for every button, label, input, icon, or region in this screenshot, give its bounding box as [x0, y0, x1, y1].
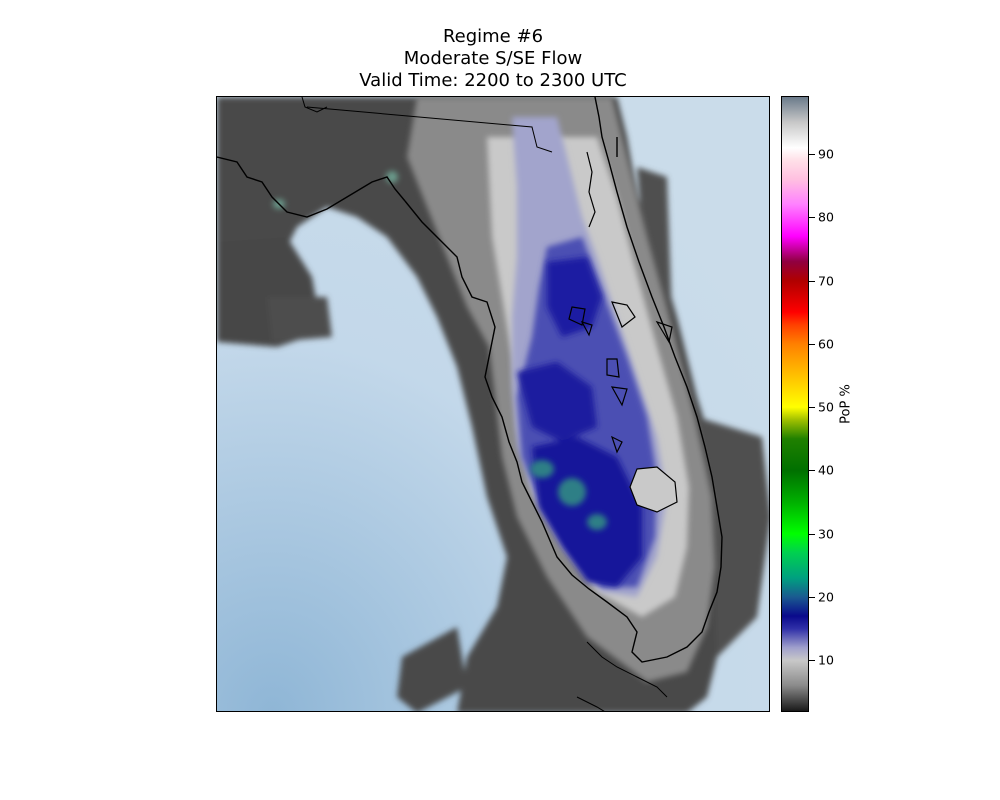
dark-blue-core-central	[517, 362, 597, 442]
title-line-2: Moderate S/SE Flow	[403, 48, 583, 69]
teal-peak-1	[530, 460, 554, 478]
colorbar-tick-label: 50	[818, 399, 834, 415]
map-panel	[216, 96, 770, 712]
colorbar-tick-label: 20	[818, 589, 834, 605]
gulf-cell-cluster-2	[267, 297, 332, 342]
colorbar-tick-label: 60	[818, 336, 834, 352]
chart-title: Regime #6 Moderate S/SE Flow Valid Time:…	[216, 26, 770, 92]
title-line-1: Regime #6	[442, 26, 544, 47]
inland-lakes	[568, 301, 673, 454]
colorbar-tick-label: 90	[818, 146, 834, 162]
colorbar-tick-mark	[809, 407, 815, 409]
colorbar-tick-label: 10	[818, 652, 834, 668]
colorbar-gradient	[782, 97, 808, 711]
gulf-cell-cluster-3	[397, 627, 467, 711]
title-line-3: Valid Time: 2200 to 2300 UTC	[359, 70, 627, 91]
colorbar	[781, 96, 809, 712]
florida-map	[217, 97, 769, 711]
colorbar-tick-label: 70	[818, 273, 834, 289]
teal-peak-3	[587, 514, 607, 530]
colorbar-tick-label: 40	[818, 462, 834, 478]
colorbar-tick-mark	[809, 470, 815, 472]
colorbar-tick-mark	[809, 217, 815, 219]
colorbar-tick-mark	[809, 343, 815, 345]
colorbar-label: PoP %	[838, 384, 854, 424]
teal-peak-2	[558, 478, 586, 506]
colorbar-fill	[782, 97, 808, 711]
field-layer-core	[517, 257, 642, 587]
colorbar-tick-mark	[809, 660, 815, 662]
colorbar-tick-mark	[809, 597, 815, 599]
colorbar-tick-mark	[809, 533, 815, 535]
colorbar-tick-label: 80	[818, 209, 834, 225]
field-layer-peak	[273, 171, 607, 530]
dark-blue-core-north	[547, 257, 602, 337]
dark-blue-core-south	[532, 437, 642, 587]
colorbar-tick-mark	[809, 153, 815, 155]
colorbar-tick-mark	[809, 280, 815, 282]
coastline	[217, 97, 723, 711]
colorbar-tick-label: 30	[818, 526, 834, 542]
lake-okeechobee	[629, 466, 678, 513]
